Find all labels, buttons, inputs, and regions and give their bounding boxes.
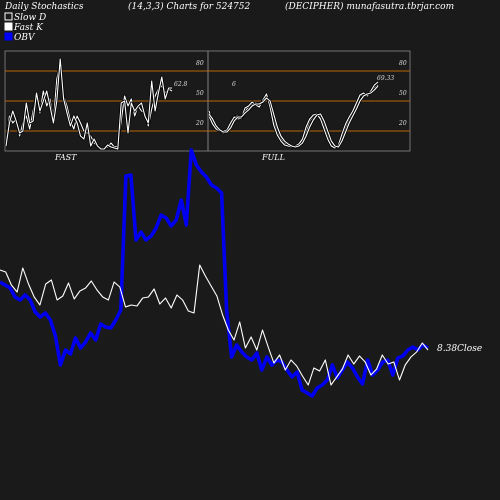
close-label: 8.38Close: [437, 344, 482, 354]
chart-title: Daily Stochastics: [4, 2, 84, 12]
legend-label-fast-k: Fast K: [13, 23, 44, 33]
legend-label-obv: OBV: [14, 33, 36, 43]
full-series-group: [207, 81, 379, 150]
full-tick-20: 20: [398, 120, 407, 127]
fast-tick-80: 80: [196, 60, 204, 67]
full-series-2-line: [208, 85, 379, 148]
full-panel: 80 50 20 6 69.33 FULL: [207, 50, 411, 162]
fast-value-label: 62.8: [174, 81, 188, 88]
full-value-right-label: 69.33: [377, 75, 394, 82]
chart-params: (14,3,3) Charts for 524752: [128, 1, 250, 12]
legend: Slow D Fast K OBV: [4, 12, 46, 43]
legend-swatch-obv: [4, 32, 13, 41]
full-tick-80: 80: [399, 60, 407, 67]
fast-series-1-line: [5, 58, 172, 150]
fast-panel-label: FAST: [54, 153, 77, 162]
fast-tick-20: 20: [195, 120, 204, 127]
legend-label-slow-d: Slow D: [14, 13, 46, 23]
legend-swatch-slow-d: [4, 12, 13, 21]
obv-line: [0, 148, 429, 398]
chart-site: (DECIPHER) munafasutra.tbrjar.com: [285, 1, 454, 12]
fast-series-group: [4, 57, 173, 151]
price-panel: [0, 148, 429, 398]
full-value-left-label: 6: [232, 81, 236, 88]
legend-swatch-fast-k: [4, 22, 13, 31]
full-tick-50: 50: [399, 90, 407, 97]
close-line: [0, 264, 429, 386]
full-panel-label: FULL: [261, 153, 285, 162]
fast-panel: 80 50 20 62.8 FAST: [4, 50, 209, 162]
fast-tick-50: 50: [196, 90, 204, 97]
